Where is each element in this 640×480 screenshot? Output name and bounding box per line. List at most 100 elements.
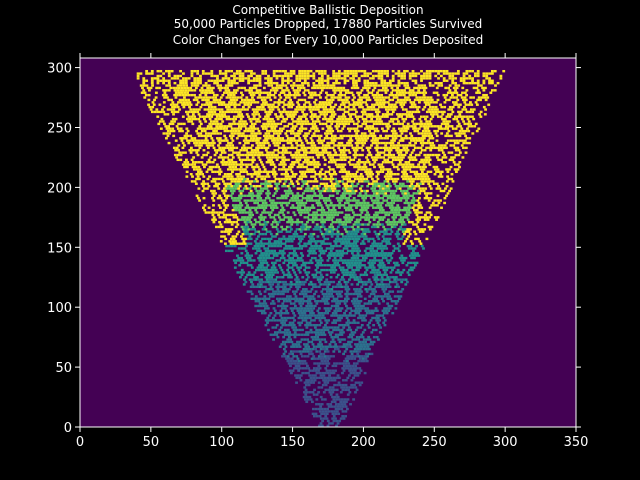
particle-cell xyxy=(296,283,300,286)
particle-cell xyxy=(453,163,457,166)
particle-cell xyxy=(248,139,252,142)
particle-cell xyxy=(272,194,275,197)
particle-cell xyxy=(385,211,389,214)
particle-cell xyxy=(298,302,302,305)
particle-cell xyxy=(287,276,291,279)
particle-cell xyxy=(371,343,374,346)
particle-cell xyxy=(344,244,348,248)
particle-cell xyxy=(242,218,246,221)
particle-cell xyxy=(388,220,392,224)
particle-cell xyxy=(198,173,202,176)
particle-cell xyxy=(323,158,327,162)
particle-cell xyxy=(386,149,390,152)
particle-cell xyxy=(263,247,267,250)
particle-cell xyxy=(334,151,338,154)
particle-cell xyxy=(459,110,463,114)
particle-cell xyxy=(401,117,405,121)
particle-cell xyxy=(299,108,303,111)
particle-cell xyxy=(284,132,288,135)
particle-cell xyxy=(238,168,242,171)
particle-cell xyxy=(264,323,268,327)
particle-cell xyxy=(325,204,329,207)
particle-cell xyxy=(250,223,254,226)
particle-cell xyxy=(324,323,327,327)
particle-cell xyxy=(394,194,397,197)
particle-cell xyxy=(214,165,218,169)
particle-cell xyxy=(354,237,358,241)
particle-cell xyxy=(251,156,255,159)
particle-cell xyxy=(338,153,342,157)
particle-cell xyxy=(314,151,318,154)
particle-cell xyxy=(300,237,304,241)
particle-cell xyxy=(277,252,281,255)
particle-cell xyxy=(320,343,323,346)
particle-cell xyxy=(299,170,302,174)
particle-cell xyxy=(335,228,339,231)
particle-cell xyxy=(318,271,322,274)
particle-cell xyxy=(396,204,400,207)
particle-cell xyxy=(250,175,254,178)
particle-cell xyxy=(279,230,283,233)
particle-cell xyxy=(286,125,290,128)
particle-cell xyxy=(242,139,246,142)
particle-cell xyxy=(314,264,318,267)
particle-cell xyxy=(356,261,359,265)
particle-cell xyxy=(334,220,338,224)
particle-cell xyxy=(247,211,250,214)
particle-cell xyxy=(239,196,243,200)
particle-cell xyxy=(331,194,335,197)
particle-cell xyxy=(343,350,347,353)
particle-cell xyxy=(366,355,369,358)
particle-cell xyxy=(224,189,228,193)
particle-cell xyxy=(403,149,407,152)
particle-cell xyxy=(330,218,334,221)
particle-cell xyxy=(420,228,424,231)
particle-cell xyxy=(294,134,297,138)
particle-cell xyxy=(307,297,310,301)
particle-cell xyxy=(331,177,335,181)
particle-cell xyxy=(264,280,268,284)
particle-cell xyxy=(391,216,395,219)
particle-cell xyxy=(348,204,351,207)
particle-cell xyxy=(443,201,447,205)
particle-cell xyxy=(312,189,315,193)
particle-cell xyxy=(244,206,248,209)
particle-cell xyxy=(292,302,296,305)
particle-cell xyxy=(347,314,351,317)
particle-cell xyxy=(226,129,230,133)
particle-cell xyxy=(277,156,281,159)
particle-cell xyxy=(348,141,352,145)
particle-cell xyxy=(324,410,328,413)
particle-cell xyxy=(371,141,375,145)
particle-cell xyxy=(225,161,229,164)
particle-cell xyxy=(296,139,300,142)
particle-cell xyxy=(325,295,329,298)
particle-cell xyxy=(287,297,291,301)
particle-cell xyxy=(226,168,230,171)
particle-cell xyxy=(241,237,245,241)
particle-cell xyxy=(402,189,406,193)
particle-cell xyxy=(293,283,297,286)
particle-cell xyxy=(219,127,223,130)
particle-cell xyxy=(384,256,388,260)
particle-cell xyxy=(418,192,422,195)
particle-cell xyxy=(310,218,314,221)
particle-cell xyxy=(251,139,255,142)
particle-cell xyxy=(396,134,399,138)
particle-cell xyxy=(420,158,424,162)
particle-cell xyxy=(341,276,344,279)
particle-cell xyxy=(322,374,326,377)
particle-cell xyxy=(336,422,340,425)
particle-cell xyxy=(231,161,235,164)
particle-cell xyxy=(273,170,277,174)
particle-cell xyxy=(352,362,356,365)
particle-cell xyxy=(408,163,412,166)
particle-cell xyxy=(361,340,365,344)
particle-cell xyxy=(386,276,390,279)
particle-cell xyxy=(343,184,347,188)
particle-cell xyxy=(187,115,191,118)
particle-cell xyxy=(232,151,236,154)
particle-cell xyxy=(351,225,354,229)
particle-cell xyxy=(344,235,348,238)
particle-cell xyxy=(425,146,429,150)
